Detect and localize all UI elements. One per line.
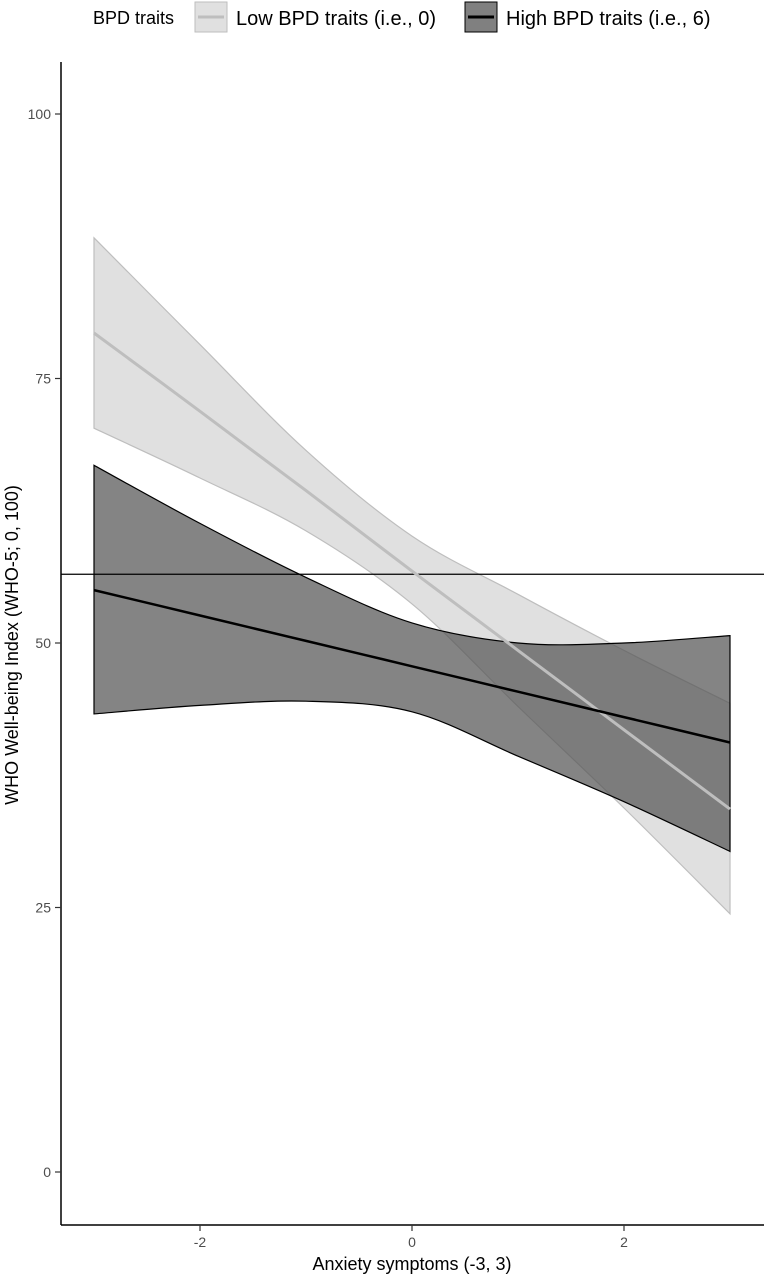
legend-label-low: Low BPD traits (i.e., 0) [236, 8, 436, 30]
y-tick-label: 25 [35, 900, 51, 916]
series-line-high [93, 588, 731, 744]
y-tick-label: 100 [28, 106, 52, 122]
legend-title: BPD traits [93, 8, 174, 28]
x-axis-ticks: -2 0 2 [194, 1225, 628, 1250]
x-tick-label: 0 [408, 1234, 416, 1250]
y-tick-label: 75 [35, 371, 51, 387]
legend-item-high: High BPD traits (i.e., 6) [464, 1, 711, 33]
x-axis-title: Anxiety symptoms (-3, 3) [312, 1254, 511, 1274]
x-tick-label: -2 [194, 1234, 207, 1250]
legend-item-low: Low BPD traits (i.e., 0) [194, 1, 436, 33]
x-tick-label: 2 [620, 1234, 628, 1250]
series-line-low [93, 331, 731, 811]
y-tick-label: 50 [35, 635, 51, 651]
y-axis-ticks: 0 25 50 75 100 [28, 106, 61, 1180]
confidence-band-high [93, 464, 731, 853]
legend: BPD traits Low BPD traits (i.e., 0) High… [93, 1, 711, 33]
legend-label-high: High BPD traits (i.e., 6) [506, 8, 711, 30]
plot-area [61, 236, 764, 916]
y-axis-title: WHO Well-being Index (WHO-5; 0, 100) [2, 485, 22, 805]
y-tick-label: 0 [43, 1164, 51, 1180]
